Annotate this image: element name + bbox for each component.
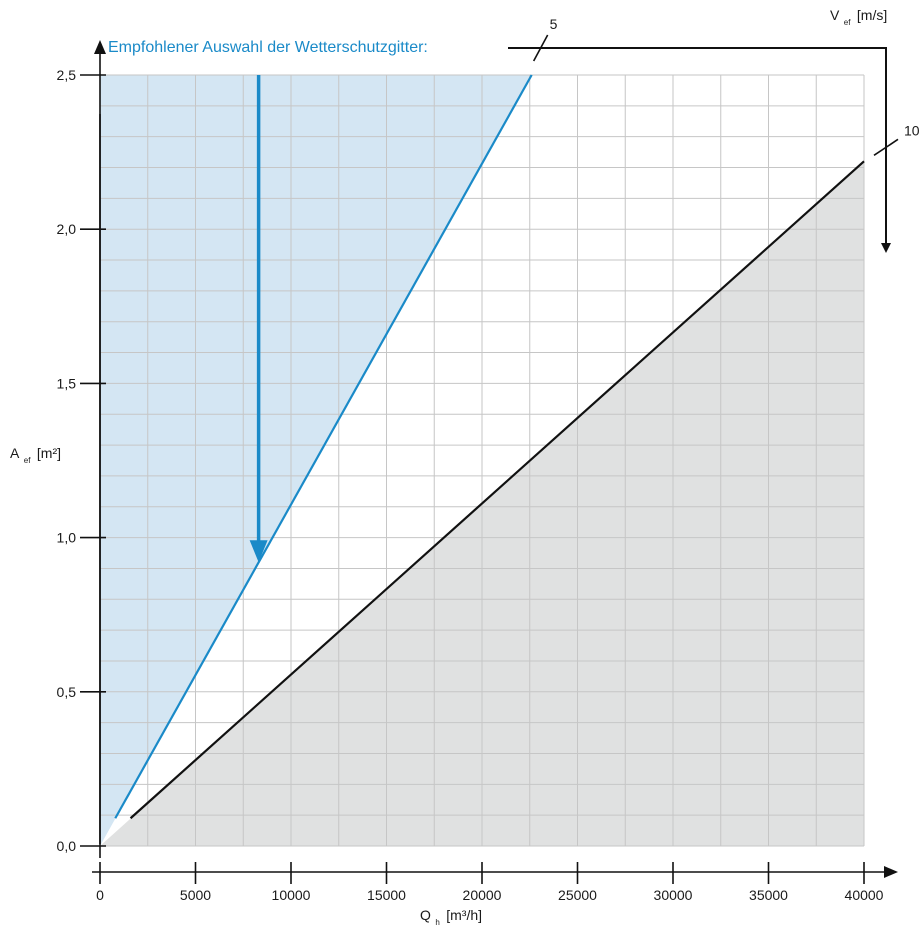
- ticks: 0,0 0,5 1,0 1,5 2,0 2,5 0 5000 10000 15000 20000 25…: [57, 67, 884, 903]
- velocity-label-unit: [m/s]: [857, 7, 887, 23]
- x-axis-arrowhead: [884, 866, 898, 878]
- x-tick-label: 10000: [272, 887, 311, 903]
- x-axis-label-unit: [m³/h]: [446, 907, 482, 923]
- y-axis-label: A ef [m²]: [10, 445, 61, 467]
- annotations: 5 10: [249, 16, 920, 563]
- y-axis-label-unit: [m²]: [37, 445, 61, 461]
- x-axis-label-main: Q: [420, 907, 431, 923]
- y-tick-label: 2,0: [57, 221, 77, 237]
- velocity-label-sub: ef: [844, 18, 851, 27]
- y-tick-label: 1,0: [57, 530, 77, 546]
- recommendation-arrow-head: [249, 540, 268, 563]
- y-tick-label: 2,5: [57, 67, 77, 83]
- velocity-label: V ef [m/s]: [830, 7, 887, 29]
- grid: [99, 74, 865, 847]
- y-axis-arrowhead: [94, 40, 106, 54]
- series: [114, 74, 865, 820]
- x-tick-label: 35000: [749, 887, 788, 903]
- x-tick-label: 25000: [558, 887, 597, 903]
- axes: [92, 40, 898, 878]
- series-line-5: [114, 74, 533, 819]
- y-tick-label: 1,5: [57, 375, 77, 391]
- series-label-5: 5: [550, 16, 558, 32]
- y-axis-label-sub: ef: [24, 456, 31, 465]
- x-axis-label-sub: h: [435, 918, 439, 927]
- x-tick-label: 20000: [463, 887, 502, 903]
- x-tick-label: 0: [96, 887, 104, 903]
- series-label-10: 10: [904, 122, 920, 138]
- recommendation-note: Empfohlener Auswahl der Wetterschutzgitt…: [108, 39, 428, 56]
- y-axis-label-main: A: [10, 445, 20, 461]
- x-tick-label: 30000: [654, 887, 693, 903]
- series-line-10: [129, 160, 865, 820]
- x-tick-label: 5000: [180, 887, 211, 903]
- y-tick-label: 0,0: [57, 838, 77, 854]
- velocity-bracket: [508, 47, 891, 253]
- y-tick-label: 0,5: [57, 684, 77, 700]
- x-tick-label: 40000: [845, 887, 884, 903]
- velocity-label-main: V: [830, 7, 840, 23]
- x-tick-label: 15000: [367, 887, 406, 903]
- x-axis-label: Q h [m³/h]: [420, 907, 482, 929]
